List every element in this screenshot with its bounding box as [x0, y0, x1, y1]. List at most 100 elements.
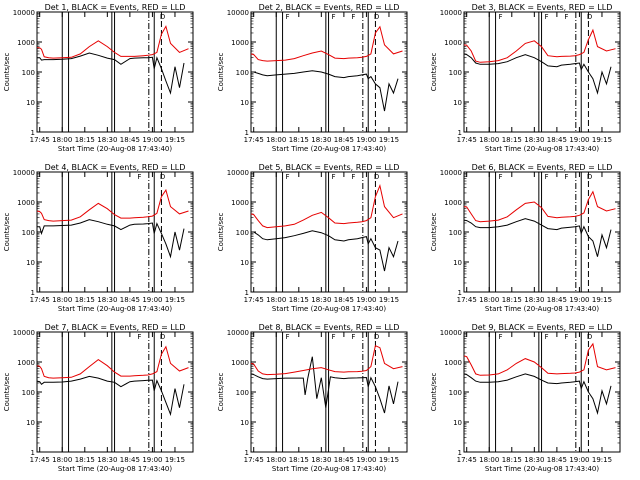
flag-label: D — [374, 13, 379, 21]
chart-title: Det 8, BLACK = Events, RED = LLD — [259, 323, 400, 332]
y-axis-label: Counts/sec — [217, 53, 225, 92]
flag-label: F — [545, 13, 549, 21]
x-tick-label: 19:00 — [356, 456, 376, 464]
x-tick-label: 18:15 — [502, 296, 522, 304]
y-axis-label: Counts/sec — [217, 213, 225, 252]
chart-title: Det 5, BLACK = Events, RED = LLD — [259, 163, 400, 172]
x-tick-label: 18:15 — [75, 456, 95, 464]
lld-series-line — [36, 345, 189, 379]
y-tick-label: 10 — [240, 99, 249, 107]
lld-series-line — [463, 28, 616, 63]
x-axis-label: Start Time (20-Aug-08 17:43:40) — [58, 465, 172, 473]
events-series-line — [251, 70, 399, 112]
y-axis-label: Counts/sec — [430, 213, 438, 252]
x-tick-label: 18:45 — [547, 136, 567, 144]
y-tick-label: 1 — [31, 129, 35, 137]
x-axis-label: Start Time (20-Aug-08 17:43:40) — [272, 465, 386, 473]
y-tick-label: 100 — [449, 389, 462, 397]
x-tick-label: 19:15 — [379, 136, 399, 144]
flag-label: F — [499, 173, 503, 181]
flag-label: D — [160, 173, 165, 181]
events-series-line — [251, 230, 399, 272]
x-tick-label: 18:00 — [266, 136, 286, 144]
x-tick-label: 18:00 — [266, 296, 286, 304]
x-tick-label: 17:45 — [244, 456, 264, 464]
y-tick-label: 10 — [453, 99, 462, 107]
flag-label: F — [286, 173, 290, 181]
y-axis-label: Counts/sec — [3, 373, 11, 412]
x-tick-label: 17:45 — [244, 296, 264, 304]
flag-label: F — [286, 333, 290, 341]
x-tick-label: 19:15 — [379, 456, 399, 464]
x-tick-label: 18:00 — [52, 456, 72, 464]
x-tick-label: 18:45 — [334, 296, 354, 304]
chart-panel-9: Det 9, BLACK = Events, RED = LLD 1 10 100 10… — [430, 323, 621, 473]
lld-series-line — [250, 184, 403, 229]
flag-label: D — [160, 13, 165, 21]
flag-label: D — [374, 333, 379, 341]
y-tick-label: 1000 — [444, 359, 462, 367]
lld-series-line — [36, 188, 189, 222]
flag-label: D — [160, 333, 165, 341]
x-tick-label: 18:45 — [120, 296, 140, 304]
x-tick-label: 17:45 — [30, 136, 50, 144]
y-tick-label: 100 — [236, 389, 249, 397]
y-tick-label: 1000 — [231, 359, 249, 367]
y-tick-label: 1000 — [444, 39, 462, 47]
x-tick-label: 18:30 — [524, 136, 544, 144]
y-tick-label: 10000 — [227, 9, 249, 17]
y-tick-label: 10 — [240, 419, 249, 427]
flag-label: D — [587, 13, 592, 21]
y-tick-label: 1 — [245, 289, 249, 297]
x-tick-label: 17:45 — [30, 456, 50, 464]
flag-label: F — [351, 13, 355, 21]
x-tick-label: 17:45 — [244, 136, 264, 144]
y-tick-label: 1 — [31, 449, 35, 457]
x-tick-label: 19:00 — [142, 296, 162, 304]
y-tick-label: 1000 — [17, 199, 35, 207]
events-series-line — [37, 219, 185, 259]
y-tick-label: 10000 — [440, 329, 462, 337]
y-tick-label: 1000 — [17, 39, 35, 47]
x-tick-label: 18:30 — [97, 296, 117, 304]
chart-title: Det 4, BLACK = Events, RED = LLD — [45, 163, 186, 172]
x-tick-label: 18:00 — [52, 296, 72, 304]
lld-series-line — [463, 190, 616, 223]
x-tick-label: 17:45 — [30, 296, 50, 304]
chart-panel-8: Det 8, BLACK = Events, RED = LLD 1 10 100 10… — [217, 323, 408, 473]
chart-title: Det 7, BLACK = Events, RED = LLD — [45, 323, 186, 332]
x-tick-label: 19:15 — [165, 136, 185, 144]
lld-series-line — [250, 344, 403, 376]
x-tick-label: 18:45 — [547, 456, 567, 464]
x-tick-label: 19:15 — [592, 136, 612, 144]
x-tick-label: 18:15 — [289, 296, 309, 304]
lld-series-line — [463, 342, 616, 376]
x-tick-label: 18:45 — [120, 456, 140, 464]
x-tick-label: 18:30 — [97, 136, 117, 144]
flag-label: F — [564, 13, 568, 21]
x-tick-label: 18:00 — [479, 456, 499, 464]
y-tick-label: 10 — [26, 259, 35, 267]
y-tick-label: 10000 — [13, 9, 35, 17]
flag-label: F — [332, 173, 336, 181]
y-tick-label: 1 — [31, 289, 35, 297]
y-tick-label: 1 — [458, 129, 462, 137]
y-tick-label: 100 — [236, 229, 249, 237]
x-axis-label: Start Time (20-Aug-08 17:43:40) — [485, 305, 599, 313]
y-tick-label: 1000 — [444, 199, 462, 207]
chart-panel-3: Det 3, BLACK = Events, RED = LLD 1 10 100 10… — [430, 3, 621, 153]
y-tick-label: 100 — [449, 69, 462, 77]
x-tick-label: 17:45 — [457, 136, 477, 144]
y-axis-label: Counts/sec — [430, 373, 438, 412]
x-axis-label: Start Time (20-Aug-08 17:43:40) — [272, 305, 386, 313]
y-tick-label: 100 — [449, 229, 462, 237]
y-tick-label: 1 — [245, 449, 249, 457]
chart-panel-5: Det 5, BLACK = Events, RED = LLD 1 10 100 10… — [217, 163, 408, 313]
chart-panel-7: Det 7, BLACK = Events, RED = LLD 1 10 100 10… — [3, 323, 194, 473]
x-tick-label: 19:15 — [165, 456, 185, 464]
x-axis-label: Start Time (20-Aug-08 17:43:40) — [485, 145, 599, 153]
y-tick-label: 10000 — [227, 329, 249, 337]
x-tick-label: 18:30 — [524, 456, 544, 464]
y-tick-label: 100 — [22, 69, 35, 77]
lld-series-line — [250, 25, 403, 62]
